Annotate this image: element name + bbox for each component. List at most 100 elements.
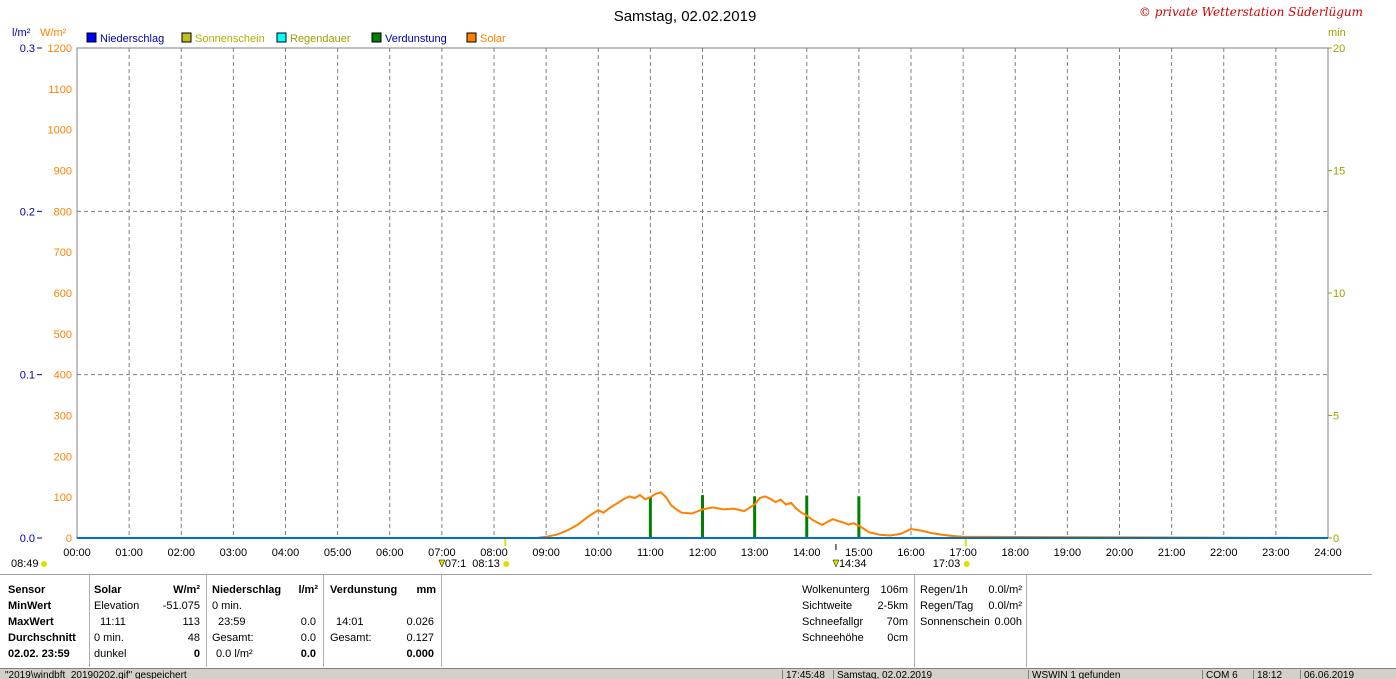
verdunstung-bar (805, 495, 809, 538)
y-tick-label-solar: 800 (54, 206, 72, 218)
status-time: 17:45:48 (782, 670, 825, 679)
divider (1026, 575, 1027, 667)
weather-label: Schneehöhe (802, 632, 864, 644)
min-label: MinWert (8, 600, 52, 612)
weather-label: Sonnenschein (920, 616, 990, 628)
sunrise-dot (503, 561, 510, 567)
status-file: "2019\windbft_20190202.gif" gespeichert (5, 670, 187, 679)
x-tick-label: 09:00 (532, 547, 560, 559)
y-tick-label-solar: 100 (54, 492, 72, 504)
solar-min-label: Elevation (94, 600, 140, 612)
right-unit-min: min (1328, 27, 1346, 39)
status-date2: 06.06.2019 (1300, 670, 1354, 679)
y-tick-label-rain: 0.1 (20, 370, 35, 382)
y-tick-label-solar: 400 (54, 370, 72, 382)
x-tick-label: 16:00 (897, 547, 925, 559)
legend-label: Solar (480, 33, 506, 45)
chart-title: Samstag, 02.02.2019 (614, 8, 757, 25)
y-tick-label-min: 0 (1333, 533, 1339, 545)
solar-max-value: 113 (182, 616, 200, 628)
solar-line (77, 491, 1329, 539)
y-tick-label-min: 15 (1333, 166, 1345, 178)
y-tick-label-rain: 0.3 (20, 43, 35, 55)
y-tick-label-solar: 0 (66, 533, 72, 545)
x-tick-label: 24:00 (1314, 547, 1342, 559)
y-tick-label-min: 20 (1333, 43, 1345, 55)
divider (441, 575, 442, 667)
weather-right-column: Regen/1h 0.0l/m² Regen/Tag 0.0l/m² Sonne… (920, 575, 1024, 665)
evap-sum-value: 0.000 (406, 648, 434, 660)
weather-left-column: Wolkenunterg 106m Sichtweite 2-5km Schne… (802, 575, 908, 665)
x-tick-label: 23:00 (1262, 547, 1290, 559)
divider (323, 575, 324, 667)
sun-markers: 08:49 07:1 08:13 14:34 17:03 (11, 539, 970, 570)
legend-swatch (276, 32, 287, 43)
tick-labels: 0.00.10.20.30100200300400500600700800900… (20, 43, 1346, 559)
copyright-label: © private Wetterstation Süderlügum (1139, 5, 1363, 19)
evap-max-value: 0.026 (406, 616, 434, 628)
weather-value: 0.0l/m² (988, 600, 1022, 612)
legend-label: Niederschlag (100, 33, 164, 45)
weather-value: 0cm (887, 632, 908, 644)
solar-max-time: 11:11 (100, 616, 126, 628)
x-tick-label: 19:00 (1054, 547, 1082, 559)
x-tick-label: 14:00 (793, 547, 821, 559)
evap-header: Verdunstung (330, 584, 398, 596)
rain-max-value: 0.0 (300, 616, 316, 628)
x-tick-label: 22:00 (1210, 547, 1238, 559)
y-tick-label-solar: 500 (54, 329, 72, 341)
weather-value: 0.00h (994, 616, 1022, 628)
rain-avg-label: Gesamt: (212, 632, 254, 644)
y-tick-label-rain: 0.2 (20, 206, 35, 218)
noon-marker (832, 559, 840, 568)
weather-label: Wolkenunterg (802, 584, 870, 596)
legend-swatch (181, 32, 192, 43)
daylength-dot (41, 561, 47, 567)
stats-panel: Sensor MinWert MaxWert Durchschnitt 02.0… (0, 574, 1372, 667)
y-tick-label-solar: 1000 (48, 125, 72, 137)
verdunstung-bar (753, 496, 757, 538)
legend-label: Sonnenschein (195, 33, 265, 45)
rain-avg-value: 0.0 (300, 632, 316, 644)
rain-max-time: 23:59 (218, 616, 246, 628)
legend-swatch (86, 32, 97, 43)
series-lines (77, 491, 1329, 539)
rain-sum-value: 0.0 (300, 648, 316, 660)
weather-label: Sichtweite (802, 600, 853, 612)
x-tick-label: 10:00 (584, 547, 612, 559)
y-tick-label-rain: 0.0 (20, 533, 35, 545)
x-tick-label: 12:00 (689, 547, 717, 559)
status-clock: 18:12 (1253, 670, 1282, 679)
grid (77, 48, 1328, 538)
verdunstung-bars (648, 495, 861, 538)
rain-column: Niederschlag l/m² 0 min. 23:59 0.0 Gesam… (212, 575, 320, 665)
rain-unit: l/m² (298, 584, 318, 596)
y-tick-label-solar: 200 (54, 451, 72, 463)
solar-min-value: -51.075 (162, 600, 200, 612)
solar-header: Solar (94, 584, 122, 596)
verdunstung-bar (857, 496, 861, 538)
y-tick-label-solar: 1100 (48, 84, 72, 96)
avg-label: Durchschnitt (8, 632, 76, 644)
weather-value: 106m (880, 584, 908, 596)
legend-label: Regendauer (290, 33, 351, 45)
verdunstung-bar (701, 495, 704, 538)
x-tick-label: 17:00 (949, 547, 977, 559)
weather-value: 2-5km (877, 600, 908, 612)
solar-sum-value: 0 (193, 648, 200, 660)
weather-label: Regen/Tag (920, 600, 974, 612)
y-tick-label-solar: 600 (54, 288, 72, 300)
solar-unit: W/m² (173, 584, 200, 596)
solar-avg-label: 0 min. (94, 632, 124, 644)
legend-swatch (371, 32, 382, 43)
x-tick-label: 15:00 (845, 547, 873, 559)
x-tick-label: 04:00 (272, 547, 300, 559)
sunrise-label: 08:13 (472, 558, 500, 570)
weather-value: 70m (886, 616, 908, 628)
sensor-column: Sensor MinWert MaxWert Durchschnitt 02.0… (8, 575, 88, 665)
x-tick-label: 06:00 (376, 547, 404, 559)
y-tick-label-solar: 700 (54, 247, 72, 259)
date-label: 02.02. 23:59 (8, 648, 70, 660)
verdunstung-bar (648, 497, 652, 538)
x-tick-label: 00:00 (63, 547, 91, 559)
